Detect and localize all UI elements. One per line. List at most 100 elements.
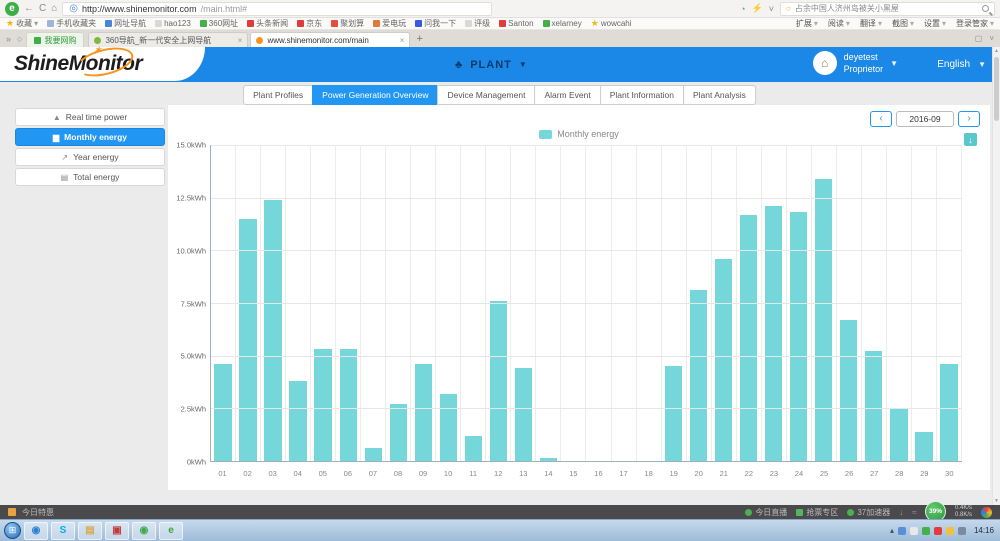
browser-menu-item[interactable]: 翻译 ▾ [859,19,882,28]
bar-day-29[interactable] [915,431,933,461]
bookmark-item[interactable]: ★ wowcahi [590,18,632,29]
search-icon[interactable] [982,5,989,12]
bar-day-19[interactable] [664,366,683,461]
close-icon[interactable]: × [399,35,405,45]
tray-icon[interactable] [909,526,918,535]
bookmark-item[interactable]: 头条新闻 [247,18,288,29]
bookmark-item[interactable]: ★ 收藏 ▾ [6,18,39,29]
tray-expand-icon[interactable]: ▴ [889,526,894,535]
browser-tab[interactable]: www.shinemonitor.com/main × [250,32,411,47]
sidebar-item-year-energy[interactable]: ↗ Year energy [15,148,165,166]
tab-list-icon[interactable]: » [6,34,12,44]
tab-plant-profiles[interactable]: Plant Profiles [243,85,314,105]
bar-day-28[interactable] [890,408,908,461]
bar-day-23[interactable] [765,206,783,461]
status-item[interactable]: 37加速器 [847,507,890,518]
status-left-label[interactable]: 今日特惠 [22,507,54,517]
bookmark-item[interactable]: xelarney [542,19,582,28]
skype-icon[interactable]: S [51,521,75,540]
bar-day-05[interactable] [314,349,332,461]
bookmark-item[interactable]: 评级 [465,18,490,29]
gift-icon[interactable] [8,508,16,516]
notes-icon[interactable]: ▤ [78,521,102,540]
bookmark-item[interactable]: 问我一下 [415,18,456,29]
bookmark-item[interactable]: 京东 [297,18,322,29]
bar-day-02[interactable] [239,218,257,461]
plant-menu[interactable]: ♣ PLANT ▼ [455,58,528,71]
bar-day-21[interactable] [714,258,733,461]
qq-game-icon[interactable]: ◉ [132,521,156,540]
tab-plant-information[interactable]: Plant Information [599,85,684,105]
clock[interactable]: 14:16 [973,526,994,535]
refresh-button[interactable]: C [39,3,47,14]
browser-search[interactable]: ○ 占余中国人济州岛被关小黑屋 [780,1,995,16]
bar-day-04[interactable] [289,380,307,461]
menu-icon[interactable]: ˅ [989,34,994,43]
speed-mode-icon[interactable]: ⚡ [751,3,763,13]
bar-day-07[interactable] [364,448,382,461]
bar-day-12[interactable] [489,300,507,461]
close-icon[interactable]: × [237,35,243,45]
browser-menu-item[interactable]: 登录管家 ▾ [955,19,994,28]
bar-day-09[interactable] [414,364,432,461]
bar-day-26[interactable] [840,319,858,461]
pinned-shortcut[interactable]: 我要网购 [26,32,85,47]
bar-day-08[interactable] [389,404,407,461]
bar-day-27[interactable] [865,351,883,461]
next-month-button[interactable]: › [958,111,980,127]
sidebar-item-monthly-energy[interactable]: ▆ Monthly energy [15,128,165,146]
back-button[interactable]: ← [24,3,34,14]
export-icon[interactable]: ↓ [964,133,977,146]
browser-menu-item[interactable]: 扩展 ▾ [795,19,818,28]
tab-plant-analysis[interactable]: Plant Analysis [683,85,756,105]
bar-day-30[interactable] [940,364,958,461]
adblock-icon[interactable]: ◔ [740,3,746,14]
home-button[interactable]: ⌂ [51,3,58,14]
scroll-down-icon[interactable]: ▼ [994,498,999,504]
bar-day-25[interactable] [815,178,833,461]
bookmark-item[interactable]: Santon [499,19,534,28]
browser-menu-item[interactable]: 设置 ▾ [923,19,946,28]
bar-day-10[interactable] [439,393,457,461]
sidebar-item-total-energy[interactable]: ▤ Total energy [15,168,165,186]
tray-icon[interactable] [957,526,966,535]
bookmark-item[interactable]: 聚划算 [331,18,364,29]
date-field[interactable]: 2016-09 [896,111,954,127]
prev-month-button[interactable]: ‹ [870,111,892,127]
bookmark-item[interactable]: 网址导航 [105,18,146,29]
bar-day-24[interactable] [790,212,808,461]
dropdown-chevron-icon[interactable]: ˅ [768,3,774,14]
browser-e-icon[interactable]: e [159,521,183,540]
status-item[interactable]: 抢票专区 [796,507,838,518]
sidebar-item-real-time-power[interactable]: ▲ Real time power [15,108,165,126]
bookmark-item[interactable]: 手机收藏夹 [47,18,96,29]
scrollbar-thumb[interactable] [994,57,999,121]
browser-menu-item[interactable]: 阅读 ▾ [827,19,850,28]
user-menu[interactable]: ⌂ deyetest Proprietor ▼ [812,51,898,75]
restore-window-icon[interactable]: ▢ [974,34,983,43]
tab-device-management[interactable]: Device Management [437,85,536,105]
bar-day-14[interactable] [539,457,558,461]
browser-menu-item[interactable]: 截图 ▾ [891,19,914,28]
tray-icon[interactable] [945,526,954,535]
bookmark-item[interactable]: hao123 [155,19,191,28]
bar-day-06[interactable] [339,349,357,461]
tray-icon[interactable] [933,526,942,535]
bar-day-01[interactable] [214,364,232,461]
tray-icon[interactable] [897,526,906,535]
scroll-up-icon[interactable]: ▲ [994,48,999,54]
bar-day-11[interactable] [464,435,482,461]
bar-day-20[interactable] [689,290,708,461]
start-button[interactable]: ⊞ [4,522,21,539]
browser-tab[interactable]: 360导航_新一代安全上网导航 × [88,32,249,47]
app-360-icon[interactable]: ◉ [24,521,48,540]
tab-alarm-event[interactable]: Alarm Event [534,85,601,105]
shinemonitor-logo[interactable]: ShineMonitor ✶ [0,42,205,82]
colorful-ball-icon[interactable] [981,506,992,518]
url-bar[interactable]: ◎ http://www.shinemonitor.com/main.html# [62,1,493,16]
status-item[interactable]: 今日直播 [745,507,787,518]
new-tab-button[interactable]: + [416,33,423,45]
bar-day-03[interactable] [264,199,282,461]
vertical-scrollbar[interactable]: ▲ ▼ [992,47,1000,505]
bar-day-22[interactable] [740,214,758,461]
